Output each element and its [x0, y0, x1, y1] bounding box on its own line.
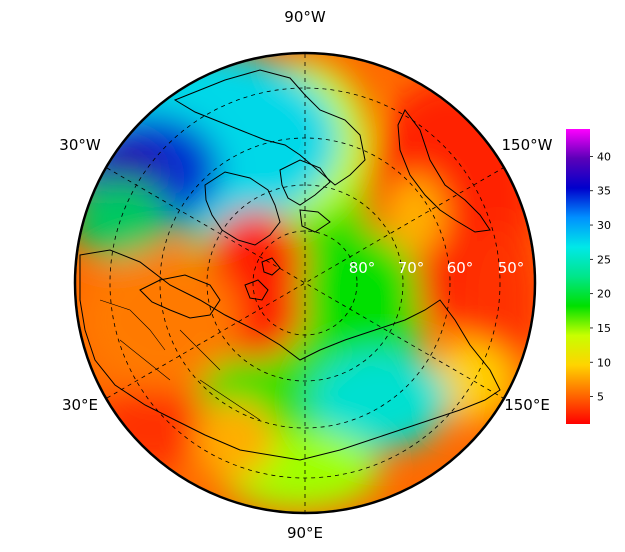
- lat-label-80: 80°: [349, 259, 376, 277]
- colorbar-tick-label: 40: [597, 150, 611, 163]
- latitude-circle-70: [206, 184, 404, 382]
- lat-label-60: 60°: [447, 259, 474, 277]
- scandinavia-coast: [139, 274, 221, 319]
- coastlines: [79, 69, 501, 461]
- colorbar-tick-label: 35: [597, 185, 611, 198]
- lon-label-bottom: 90°E: [287, 524, 323, 542]
- lon-label-lower-left: 30°E: [62, 396, 98, 414]
- alaska-coast: [397, 109, 491, 233]
- borders-europe: [99, 299, 261, 421]
- colorbar-tick-label: 5: [597, 391, 604, 404]
- lon-label-upper-left: 30°W: [59, 136, 101, 154]
- lon-label-top: 90°W: [284, 8, 326, 26]
- colorbar-gradient: [566, 129, 590, 424]
- colorbar: 5 10 15 20 25 30 35 40: [566, 129, 611, 424]
- lat-label-50: 50°: [498, 259, 525, 277]
- colorbar-tick-label: 25: [597, 253, 611, 266]
- graticule: [106, 54, 504, 512]
- lon-label-lower-right: 150°E: [504, 396, 550, 414]
- canadian-archipelago-coast: [279, 159, 331, 233]
- north-america-coast: [173, 69, 366, 186]
- novaya-zemlya-coast: [244, 279, 269, 301]
- lat-label-70: 70°: [398, 259, 425, 277]
- colorbar-tick-label: 30: [597, 219, 611, 232]
- eurasia-coast: [79, 249, 501, 461]
- lon-label-upper-right: 150°W: [502, 136, 553, 154]
- svalbard-coast: [261, 257, 281, 276]
- colorbar-ticks: 5 10 15 20 25 30 35 40: [590, 150, 611, 404]
- data-field: [76, 54, 534, 512]
- greenland-coast: [204, 171, 281, 246]
- colorbar-tick-label: 20: [597, 288, 611, 301]
- map-border: [73, 51, 537, 515]
- colorbar-tick-label: 15: [597, 322, 611, 335]
- colorbar-tick-label: 10: [597, 356, 611, 369]
